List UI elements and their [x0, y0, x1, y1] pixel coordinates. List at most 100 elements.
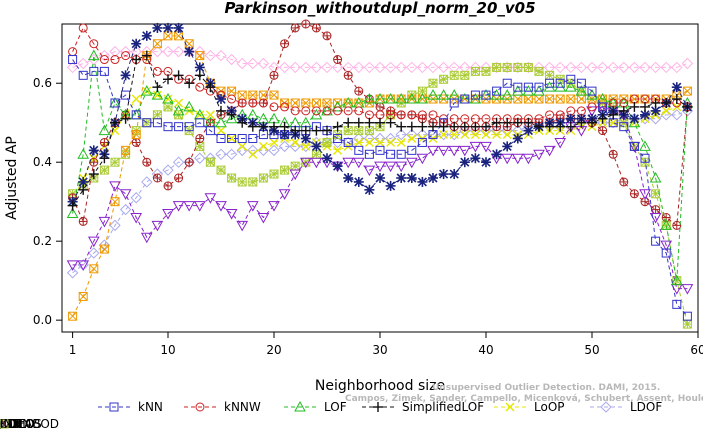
data-point — [110, 117, 120, 128]
data-point — [416, 61, 429, 74]
data-point — [205, 82, 216, 93]
data-point — [131, 38, 142, 49]
data-point — [77, 260, 90, 271]
data-point — [216, 105, 226, 116]
data-point — [608, 149, 618, 159]
legend-label: LDOF — [630, 400, 662, 414]
data-point — [332, 121, 343, 132]
data-point — [449, 70, 459, 80]
data-point — [225, 53, 238, 66]
data-point — [407, 134, 417, 144]
data-point — [470, 121, 481, 132]
data-point — [195, 82, 205, 92]
data-point — [639, 140, 651, 151]
data-point — [290, 98, 300, 108]
data-point — [449, 130, 459, 140]
data-point — [682, 319, 692, 329]
data-point — [386, 149, 396, 159]
data-point — [554, 81, 567, 92]
data-point — [237, 177, 247, 187]
data-point — [280, 102, 290, 112]
data-point — [448, 145, 461, 157]
data-point — [152, 22, 163, 33]
data-point — [322, 137, 332, 147]
data-point — [545, 70, 555, 80]
data-point — [142, 118, 152, 128]
data-point — [131, 137, 141, 147]
data-point — [534, 66, 544, 76]
data-point — [396, 121, 407, 132]
data-point — [396, 110, 406, 120]
data-point — [184, 157, 194, 167]
data-point — [608, 109, 619, 120]
data-point — [428, 121, 438, 132]
data-point — [119, 203, 132, 216]
data-point — [109, 181, 121, 192]
data-point — [247, 121, 258, 132]
data-point — [311, 98, 321, 108]
data-point — [501, 61, 513, 74]
data-point — [184, 78, 195, 89]
data-point — [110, 126, 120, 136]
data-point — [405, 157, 418, 169]
data-point — [173, 70, 184, 81]
data-point — [215, 116, 227, 128]
data-point — [364, 184, 375, 195]
data-point — [237, 90, 247, 100]
data-point — [226, 109, 237, 120]
data-point — [110, 157, 120, 167]
data-point — [66, 207, 79, 219]
legend-marker — [0, 419, 5, 429]
data-point — [437, 128, 450, 141]
x-tick-label: 1 — [69, 343, 77, 357]
data-point — [363, 92, 376, 104]
data-point — [301, 106, 311, 116]
data-point — [88, 145, 99, 156]
series-line — [72, 54, 688, 206]
data-point — [352, 157, 365, 169]
data-point — [109, 219, 121, 232]
data-point — [151, 220, 164, 232]
data-point — [384, 61, 397, 74]
data-point — [184, 122, 194, 132]
data-point — [449, 121, 460, 132]
y-tick-label: 0.0 — [33, 313, 52, 327]
data-point — [406, 61, 418, 74]
data-point — [406, 173, 417, 183]
data-point — [343, 70, 353, 80]
data-point — [290, 23, 300, 33]
data-point — [89, 157, 99, 167]
data-point — [682, 86, 692, 96]
data-point — [172, 45, 185, 58]
data-point — [438, 169, 449, 180]
data-point — [395, 92, 408, 104]
data-point — [459, 121, 470, 132]
data-point — [333, 134, 343, 144]
data-point — [331, 100, 344, 112]
data-point — [671, 61, 683, 74]
watermark-line-1: Unsupervised Outlier Detection. DAMI, 20… — [432, 383, 660, 393]
data-point — [649, 212, 662, 224]
x-tick-label: 10 — [160, 343, 175, 357]
data-point — [522, 61, 535, 74]
data-point — [131, 94, 141, 104]
data-point — [237, 141, 247, 151]
data-point — [660, 109, 672, 121]
data-point — [300, 133, 311, 144]
data-point — [628, 61, 641, 74]
data-point — [460, 130, 470, 140]
data-point — [428, 173, 438, 183]
data-point — [269, 121, 279, 132]
data-point — [354, 86, 364, 96]
series-layer — [66, 19, 694, 329]
data-point — [660, 61, 672, 74]
series-fastabod — [66, 45, 694, 74]
data-point — [216, 134, 226, 144]
data-point — [619, 177, 629, 187]
data-point — [565, 61, 577, 74]
data-point — [416, 153, 429, 165]
data-point — [216, 165, 226, 175]
data-point — [682, 101, 693, 112]
data-point — [193, 201, 206, 212]
data-point — [257, 144, 270, 157]
